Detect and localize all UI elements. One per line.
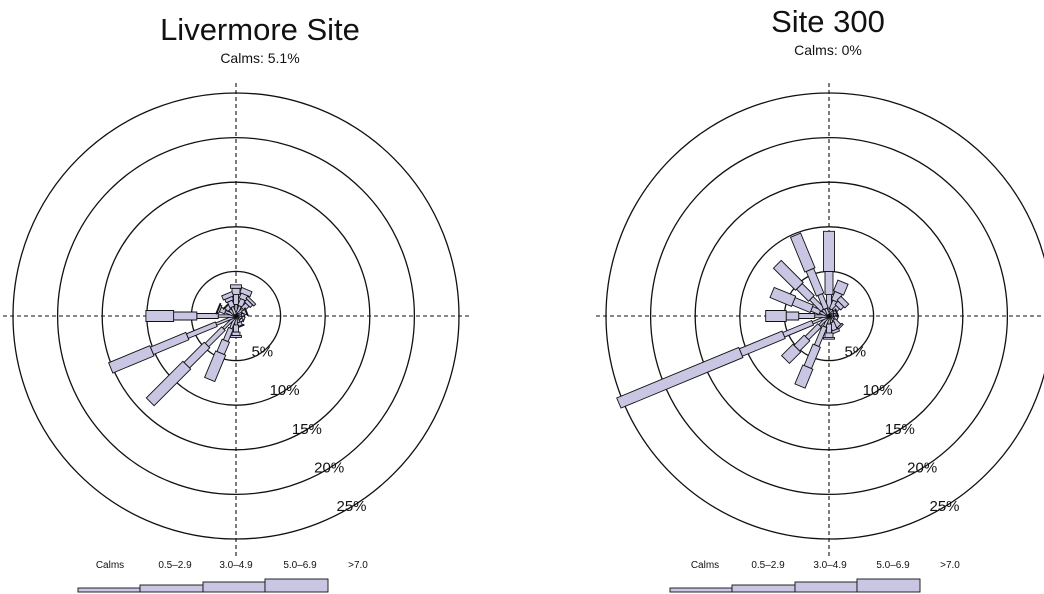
petal-270-band-3 bbox=[173, 311, 198, 321]
petal-180-band-4 bbox=[230, 335, 242, 338]
legend-swatch-2 bbox=[731, 584, 796, 593]
ring-label-10: 10% bbox=[270, 382, 300, 399]
legend-label-5: >7.0 bbox=[348, 560, 368, 571]
petal-270-band-3 bbox=[785, 311, 800, 321]
petal-247.5-band-4 bbox=[108, 345, 155, 374]
legend-swatch-3 bbox=[202, 581, 266, 593]
legend-swatch-4 bbox=[856, 578, 921, 593]
rose-center bbox=[826, 313, 832, 319]
petal-0-band-3 bbox=[824, 270, 834, 296]
legend-label-3: 3.0–4.9 bbox=[219, 560, 253, 571]
rose-ring-20 bbox=[56, 136, 416, 496]
petal-22.5-band-4 bbox=[239, 286, 253, 298]
petal-270-band-2 bbox=[798, 313, 816, 319]
legend-label-4: 5.0–6.9 bbox=[876, 560, 910, 571]
legend-label-2: 0.5–2.9 bbox=[158, 560, 192, 571]
petal-0-band-4 bbox=[823, 230, 835, 272]
petal-270-band-2 bbox=[196, 313, 219, 319]
legend-label-4: 5.0–6.9 bbox=[283, 560, 317, 571]
chart-subtitle-livermore: Calms: 5.1% bbox=[220, 50, 300, 66]
speed-legend: Calms 0.5–2.9 3.0–4.9 5.0–6.9 >7.0 bbox=[669, 560, 960, 593]
chart-title-site300: Site 300 bbox=[771, 4, 885, 39]
windrose-livermore: 5% 10% 15% 20% 25% Calms 0.5–2.9 3.0–4.9 5.0–6.9… bbox=[3, 83, 469, 593]
ring-label-5: 5% bbox=[251, 344, 273, 361]
rose-petals bbox=[108, 284, 257, 407]
legend-label-1: Calms bbox=[96, 560, 124, 571]
petal-202.5-band-4 bbox=[794, 364, 814, 389]
legend-label-3: 3.0–4.9 bbox=[813, 560, 847, 571]
windrose-site300: 5% 10% 15% 20% 25% Calms 0.5–2.9 3.0–4.9 5.0–6.9… bbox=[596, 83, 1044, 593]
petal-180-band-4 bbox=[823, 336, 835, 340]
legend-swatch-1 bbox=[77, 587, 141, 593]
petal-247.5-band-4 bbox=[616, 346, 744, 409]
petal-292.5-band-4 bbox=[215, 302, 222, 315]
petal-45-band-4 bbox=[245, 295, 257, 307]
petal-0-band-2 bbox=[233, 294, 239, 305]
ring-label-10: 10% bbox=[863, 382, 893, 399]
petal-180-band-3 bbox=[231, 331, 241, 337]
petal-45-band-4 bbox=[836, 295, 850, 309]
ring-label-25: 25% bbox=[336, 498, 366, 515]
petal-180-band-2 bbox=[233, 324, 239, 333]
rose-ring-20 bbox=[649, 136, 1009, 496]
rose-center bbox=[233, 313, 239, 319]
ring-label-15: 15% bbox=[885, 421, 915, 438]
petal-180-band-3 bbox=[824, 332, 834, 338]
petal-270-band-4 bbox=[145, 310, 175, 322]
petal-225-band-4 bbox=[780, 343, 802, 365]
petal-225-band-3 bbox=[183, 341, 211, 369]
windrose-panel-site300: Site 300 Calms: 0% 5% 10% 15% 20% 25% Calms 0.… bbox=[520, 0, 1044, 594]
petal-180-band-2 bbox=[826, 323, 832, 334]
legend-swatch-2 bbox=[139, 584, 204, 593]
petal-337.5-band-4 bbox=[789, 232, 816, 273]
petal-67.5-band-3 bbox=[243, 307, 249, 317]
ring-label-15: 15% bbox=[292, 421, 322, 438]
rose-petals bbox=[616, 230, 850, 409]
petal-202.5-band-4 bbox=[204, 350, 227, 383]
petal-292.5-band-4 bbox=[769, 286, 797, 307]
petal-22.5-band-4 bbox=[832, 279, 849, 296]
petal-337.5-band-4 bbox=[221, 291, 235, 301]
legend-label-2: 0.5–2.9 bbox=[751, 560, 785, 571]
petal-67.5-band-3 bbox=[834, 308, 840, 318]
ring-label-25: 25% bbox=[929, 498, 959, 515]
windrose-panel-livermore: Livermore Site Calms: 5.1% 5% 10% 15% 20% 25… bbox=[0, 0, 520, 594]
petal-225-band-4 bbox=[145, 360, 192, 407]
legend-swatch-4 bbox=[264, 578, 329, 593]
petal-315-band-4 bbox=[772, 259, 804, 291]
legend-label-1: Calms bbox=[691, 560, 719, 571]
ring-label-5: 5% bbox=[844, 344, 866, 361]
ring-label-20: 20% bbox=[907, 459, 937, 476]
chart-subtitle-site300: Calms: 0% bbox=[794, 42, 862, 58]
ring-label-20: 20% bbox=[314, 459, 344, 476]
legend-swatch-1 bbox=[669, 587, 733, 593]
legend-label-5: >7.0 bbox=[940, 560, 960, 571]
petal-270-band-4 bbox=[765, 310, 787, 322]
chart-title-livermore: Livermore Site bbox=[160, 12, 360, 47]
speed-legend: Calms 0.5–2.9 3.0–4.9 5.0–6.9 >7.0 bbox=[77, 560, 368, 593]
petal-202.5-band-3 bbox=[803, 343, 821, 370]
petal-247.5-band-3 bbox=[149, 331, 190, 356]
legend-swatch-3 bbox=[794, 581, 858, 593]
petal-247.5-band-3 bbox=[738, 330, 786, 357]
petal-0-band-4 bbox=[230, 284, 242, 289]
